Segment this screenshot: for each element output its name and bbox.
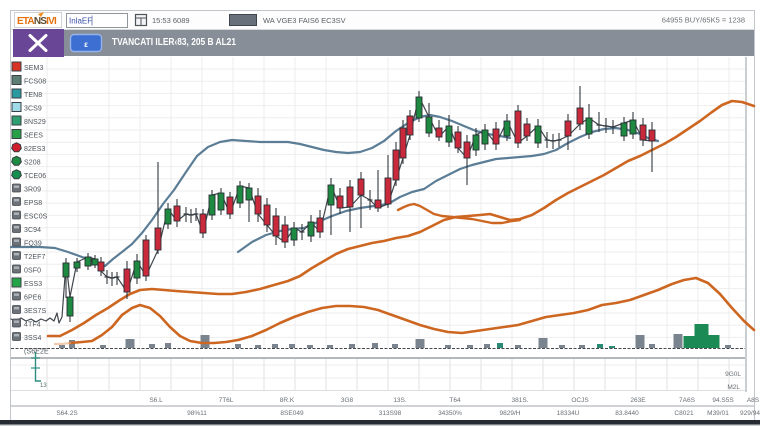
svg-text:13: 13 [40,383,47,389]
svg-text:S64.2S: S64.2S [56,410,78,417]
svg-text:WA VGE3 FAIS6 EC3SV: WA VGE3 FAIS6 EC3SV [263,16,346,25]
svg-text:13S.: 13S. [393,397,407,404]
svg-text:ETANSIVI: ETANSIVI [17,16,57,27]
svg-text:FQ39: FQ39 [24,241,42,248]
svg-text:313S98: 313S98 [379,410,402,417]
svg-text:18334U: 18334U [557,410,580,417]
svg-text:ESS3: ESS3 [24,281,42,288]
svg-text:3G8: 3G8 [341,397,354,404]
svg-text:6PE6: 6PE6 [24,295,42,302]
svg-text:3C94: 3C94 [24,227,41,234]
svg-text:83.8440: 83.8440 [615,410,639,417]
svg-text:InlaEF: InlaEF [69,17,92,26]
svg-text:ESC0S: ESC0S [24,214,48,221]
svg-text:A8S: A8S [747,397,760,404]
svg-text:M39/01: M39/01 [707,410,729,417]
svg-text:94.S5S: 94.S5S [712,397,734,404]
svg-text:7T6L: 7T6L [219,397,234,404]
svg-text:SEM3: SEM3 [24,65,43,72]
svg-text:3ES7S: 3ES7S [24,308,47,315]
svg-text:FCS08: FCS08 [24,79,46,86]
svg-text:3R09: 3R09 [24,187,41,194]
svg-text:3SS4: 3SS4 [24,335,42,342]
svg-text:381S.: 381S. [512,397,529,404]
svg-text:0SF0: 0SF0 [24,268,41,275]
svg-text:64955 BUY/65K5 = 1238: 64955 BUY/65K5 = 1238 [662,16,745,25]
svg-text:TVANCATI ILER‹83, 205 B AL21: TVANCATI ILER‹83, 205 B AL21 [112,36,236,48]
svg-text:OCJS: OCJS [571,397,589,404]
svg-text:C8021: C8021 [674,410,694,417]
svg-text:TEN8: TEN8 [24,92,42,99]
svg-text:T2EF7: T2EF7 [24,254,46,261]
svg-text:T64: T64 [449,397,461,404]
svg-text:8NS29: 8NS29 [24,119,46,126]
svg-text:8SE049: 8SE049 [280,410,304,417]
svg-text:(S6E2E: (S6E2E [24,349,49,356]
svg-text:82ES3: 82ES3 [24,146,46,153]
svg-text:929/94: 929/94 [740,410,760,417]
svg-text:263E: 263E [630,397,646,404]
svg-text:15:53 6089: 15:53 6089 [152,16,190,25]
svg-text:SEES: SEES [24,133,43,140]
svg-text:34350%: 34350% [438,410,462,417]
svg-text:7A6S: 7A6S [679,397,696,404]
svg-text:ε: ε [84,40,88,49]
svg-text:9829/H: 9829/H [500,410,521,417]
svg-text:M2L: M2L [727,384,740,391]
svg-text:8R.K: 8R.K [280,397,295,404]
svg-text:S208: S208 [24,160,41,167]
svg-text:S6.L: S6.L [149,397,163,404]
svg-text:EPS8: EPS8 [24,200,42,207]
svg-text:TCE06: TCE06 [24,173,46,180]
svg-text:4TF4: 4TF4 [24,322,41,329]
svg-text:9G0L: 9G0L [725,371,741,378]
svg-text:3CS9: 3CS9 [24,106,42,113]
svg-text:98%11: 98%11 [187,410,207,417]
